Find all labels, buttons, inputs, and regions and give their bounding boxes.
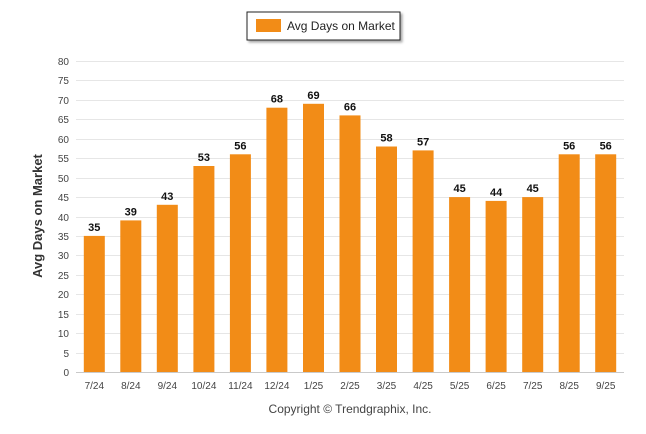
bar-3-25	[376, 146, 397, 372]
y-tick-label: 15	[58, 310, 70, 321]
bar-2-25	[339, 115, 361, 373]
y-tick-label: 20	[58, 290, 70, 301]
x-tick-label: 9/24	[158, 381, 178, 392]
x-tick-label: 8/25	[559, 381, 579, 392]
bar-6-25	[485, 200, 507, 372]
data-label: 57	[417, 136, 429, 148]
x-tick-label: 9/25	[596, 381, 616, 392]
x-tick-label: 1/25	[304, 381, 324, 392]
y-tick-label: 30	[58, 251, 70, 262]
bar-9-25	[595, 154, 617, 372]
data-labels: 35 39 43 53 56 68 69 66 58 57 45 44 45 56 56	[88, 90, 612, 234]
x-tick-label: 3/25	[377, 381, 397, 392]
x-tick-label: 11/24	[228, 381, 253, 392]
legend-swatch	[256, 19, 281, 32]
bars	[83, 103, 617, 373]
bar-7-24	[83, 235, 105, 372]
bar-8-25	[558, 154, 580, 372]
bar-7-25	[522, 197, 544, 372]
y-tick-label: 5	[63, 349, 69, 360]
bar-11-24	[229, 154, 251, 372]
bar-10-24	[193, 166, 215, 372]
y-tick-label: 45	[58, 193, 70, 204]
data-label: 45	[453, 183, 465, 195]
data-label: 66	[344, 101, 356, 113]
data-label: 69	[307, 90, 319, 102]
data-label: 53	[198, 152, 210, 164]
y-tick-label: 70	[58, 96, 70, 107]
y-tick-labels: 0 5 10 15 20 25 30 35 40 45 50 55 60 65 70 75 80	[58, 57, 70, 379]
x-tick-label: 2/25	[340, 381, 360, 392]
data-label: 43	[161, 191, 173, 203]
y-tick-label: 50	[58, 174, 70, 185]
bar-8-24	[120, 220, 142, 372]
x-tick-label: 12/24	[264, 381, 289, 392]
y-axis-label: Avg Days on Market	[30, 153, 45, 277]
x-tick-labels: 7/24 8/24 9/24 10/24 11/24 12/24 1/25 2/25 3/25 4…	[85, 381, 616, 392]
copyright-text: Copyright © Trendgraphix, Inc.	[269, 402, 432, 416]
x-tick-label: 5/25	[450, 381, 470, 392]
y-tick-label: 80	[58, 57, 70, 68]
y-tick-label: 60	[58, 135, 70, 146]
y-tick-label: 0	[63, 368, 69, 379]
legend-label: Avg Days on Market	[287, 19, 395, 33]
data-label: 56	[600, 140, 612, 152]
data-label: 44	[490, 187, 503, 199]
x-tick-label: 4/25	[413, 381, 433, 392]
x-tick-label: 8/24	[121, 381, 141, 392]
bar-9-24	[156, 204, 178, 372]
bar-4-25	[412, 150, 434, 372]
x-tick-label: 6/25	[486, 381, 506, 392]
bar-1-25	[303, 103, 324, 373]
x-tick-label: 7/24	[85, 381, 105, 392]
data-label: 56	[234, 140, 246, 152]
bar-5-25	[449, 197, 471, 372]
bar-12-24	[266, 107, 288, 372]
x-tick-label: 10/24	[191, 381, 216, 392]
data-label: 68	[271, 94, 283, 106]
data-label: 45	[527, 183, 539, 195]
y-tick-label: 25	[58, 271, 70, 282]
y-tick-label: 55	[58, 154, 70, 165]
x-tick-label: 7/25	[523, 381, 543, 392]
y-tick-label: 75	[58, 76, 70, 87]
data-label: 56	[563, 140, 575, 152]
y-tick-label: 40	[58, 213, 70, 224]
y-tick-label: 35	[58, 232, 70, 243]
y-tick-label: 10	[58, 329, 70, 340]
y-tick-label: 65	[58, 115, 70, 126]
data-label: 58	[380, 133, 392, 145]
data-label: 39	[125, 206, 137, 218]
data-label: 35	[88, 222, 100, 234]
legend: Avg Days on Market	[246, 11, 401, 41]
